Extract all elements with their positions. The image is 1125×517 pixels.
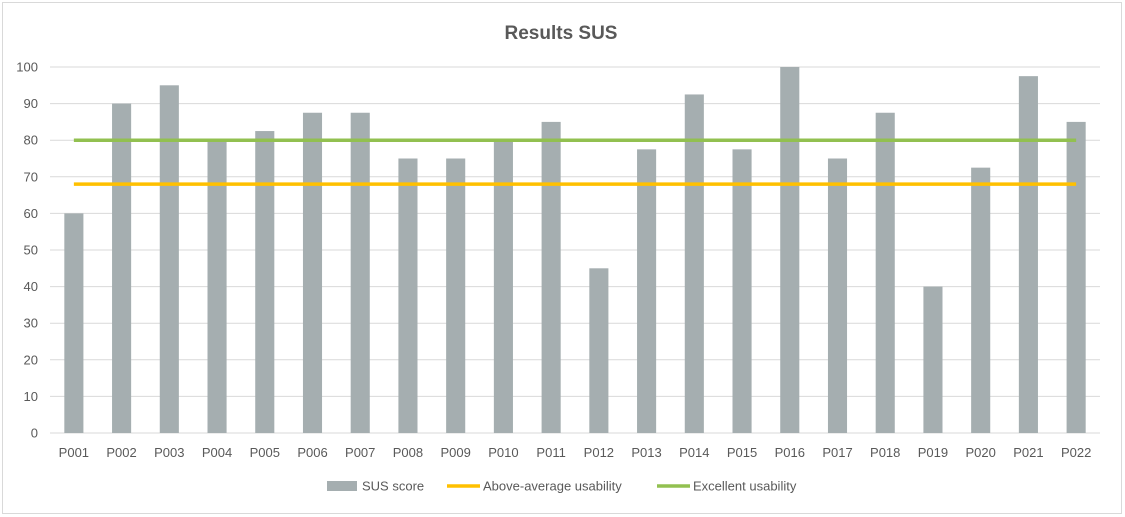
legend-label-above-average-usability: Above-average usability [483,479,622,494]
sus-score-bar-p006 [302,112,323,433]
x-tick-label: P004 [202,445,232,460]
sus-score-bar-p005 [255,131,275,434]
chart-title: Results SUS [505,23,618,44]
y-tick-label: 10 [24,389,38,404]
x-tick-label: P021 [1013,445,1043,460]
sus-score-bar-p002 [112,103,132,433]
sus-score-bar-p022 [1066,121,1086,434]
x-tick-label: P014 [679,445,709,460]
legend-label-sus-score: SUS score [362,479,424,494]
x-tick-label: P008 [393,445,423,460]
y-tick-label: 60 [24,206,38,221]
sus-score-bar-p016 [780,67,800,433]
x-tick-label: P003 [154,445,184,460]
sus-score-bar-p020 [971,167,991,433]
sus-score-bar-p008 [398,158,418,433]
reference-lines [73,138,1077,186]
sus-score-bar-p015 [732,149,752,433]
sus-score-bar-p007 [350,112,370,433]
y-tick-label: 40 [24,279,38,294]
y-tick-label: 0 [31,426,38,441]
y-tick-label: 70 [24,169,38,184]
sus-score-bar-p021 [1018,76,1038,434]
sus-score-bar-p018 [875,112,895,433]
x-tick-label: P011 [536,445,565,460]
x-tick-label: P005 [250,445,280,460]
y-tick-label: 100 [16,60,38,75]
x-tick-label: P009 [440,445,470,460]
sus-score-bar-p014 [684,94,704,433]
sus-score-bar-p003 [159,85,179,434]
x-tick-label: P002 [106,445,136,460]
y-tick-label: 80 [24,133,38,148]
x-tick-label: P019 [918,445,948,460]
x-tick-label: P017 [822,445,852,460]
y-axis-tick-labels: 0 10 20 30 40 50 60 70 80 90 100 [16,60,38,441]
x-tick-label: P012 [584,445,614,460]
x-tick-label: P013 [631,445,661,460]
legend-label-excellent-usability: Excellent usability [693,479,797,494]
x-tick-label: P001 [59,445,89,460]
x-tick-label: P018 [870,445,900,460]
y-tick-label: 20 [24,352,38,367]
sus-score-bar-p019 [923,286,943,433]
x-tick-label: P020 [965,445,995,460]
sus-score-bar-p011 [541,121,561,434]
legend-swatch-sus-score [327,481,357,491]
x-tick-label: P010 [488,445,518,460]
bar-series [64,67,1086,434]
x-tick-label: P022 [1061,445,1091,460]
x-tick-label: P015 [727,445,757,460]
y-tick-label: 30 [24,316,38,331]
sus-score-bar-p017 [827,158,848,433]
x-tick-label: P007 [345,445,375,460]
x-axis-tick-labels: P001 P002 P003 P004 P005 P006 P007 P008 P009 P010… [59,445,1092,460]
sus-score-bar-p013 [637,149,657,433]
sus-score-bar-p012 [589,268,609,433]
sus-score-bar-p001 [64,213,84,433]
sus-score-bar-p010 [493,140,513,433]
y-tick-label: 50 [24,243,38,258]
sus-score-bar-p009 [446,158,466,433]
x-tick-label: P006 [297,445,327,460]
y-tick-label: 90 [24,96,38,111]
sus-score-bar-p004 [207,140,227,433]
legend: SUS score Above-average usability Excellen… [327,479,797,494]
x-tick-label: P016 [775,445,805,460]
